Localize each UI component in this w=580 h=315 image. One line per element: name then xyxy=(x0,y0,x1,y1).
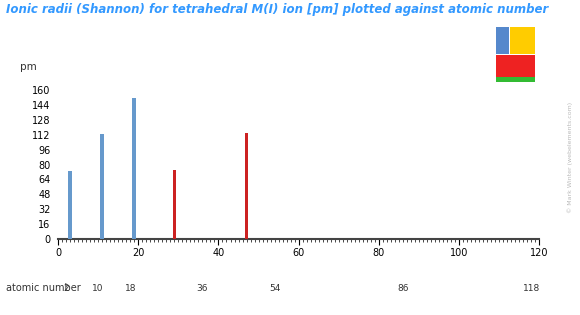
Text: © Mark Winter (webelements.com): © Mark Winter (webelements.com) xyxy=(567,102,573,213)
Bar xyxy=(68,171,72,239)
Bar xyxy=(172,170,176,239)
Bar xyxy=(496,55,535,77)
Text: 54: 54 xyxy=(269,284,280,293)
Text: 2: 2 xyxy=(63,284,69,293)
Text: atomic number: atomic number xyxy=(6,283,81,293)
Bar xyxy=(132,98,136,239)
Text: 18: 18 xyxy=(125,284,136,293)
Bar xyxy=(496,77,535,82)
Text: pm: pm xyxy=(20,62,37,72)
Bar xyxy=(245,133,248,239)
Bar xyxy=(496,27,509,54)
Bar xyxy=(510,27,535,54)
Text: 86: 86 xyxy=(397,284,409,293)
Text: 10: 10 xyxy=(92,284,104,293)
Text: Ionic radii (Shannon) for tetrahedral M(I) ion [pm] plotted against atomic numbe: Ionic radii (Shannon) for tetrahedral M(… xyxy=(6,3,548,16)
Text: 36: 36 xyxy=(197,284,208,293)
Text: 118: 118 xyxy=(523,284,540,293)
Bar xyxy=(100,134,104,239)
